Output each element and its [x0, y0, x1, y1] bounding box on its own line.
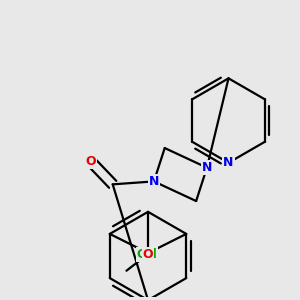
Text: N: N — [149, 175, 159, 188]
Text: N: N — [202, 161, 212, 174]
Text: N: N — [223, 156, 234, 169]
Text: O: O — [86, 155, 96, 168]
Text: O: O — [143, 248, 153, 260]
Text: Cl: Cl — [145, 248, 158, 261]
Text: Cl: Cl — [137, 248, 149, 261]
